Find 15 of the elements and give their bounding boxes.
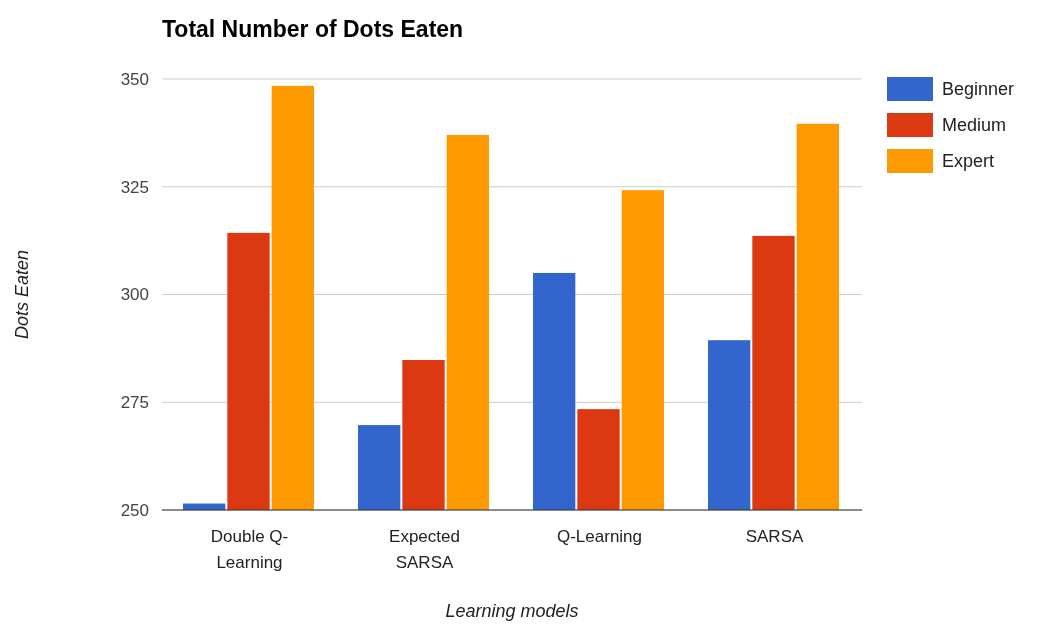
x-tick-label: Expected SARSA <box>389 527 460 572</box>
chart-title: Total Number of Dots Eaten <box>162 16 464 42</box>
y-tick-label: 250 <box>120 500 149 520</box>
y-tick-label: 325 <box>120 177 149 197</box>
legend-label: Expert <box>942 151 995 172</box>
x-tick-label: Q-Learning <box>556 527 643 546</box>
legend-label: Beginner <box>942 79 1015 100</box>
y-tick-label: 350 <box>120 69 149 89</box>
y-tick-label: 275 <box>120 393 149 413</box>
x-tick-label: SARSA <box>745 527 804 546</box>
y-tick-label: 300 <box>120 285 149 305</box>
legend-label: Medium <box>942 115 1007 136</box>
x-axis-title: Learning models <box>445 601 579 621</box>
x-tick-label: Double Q-Learning <box>210 527 289 572</box>
y-axis-title: Dots Eaten <box>12 249 32 340</box>
